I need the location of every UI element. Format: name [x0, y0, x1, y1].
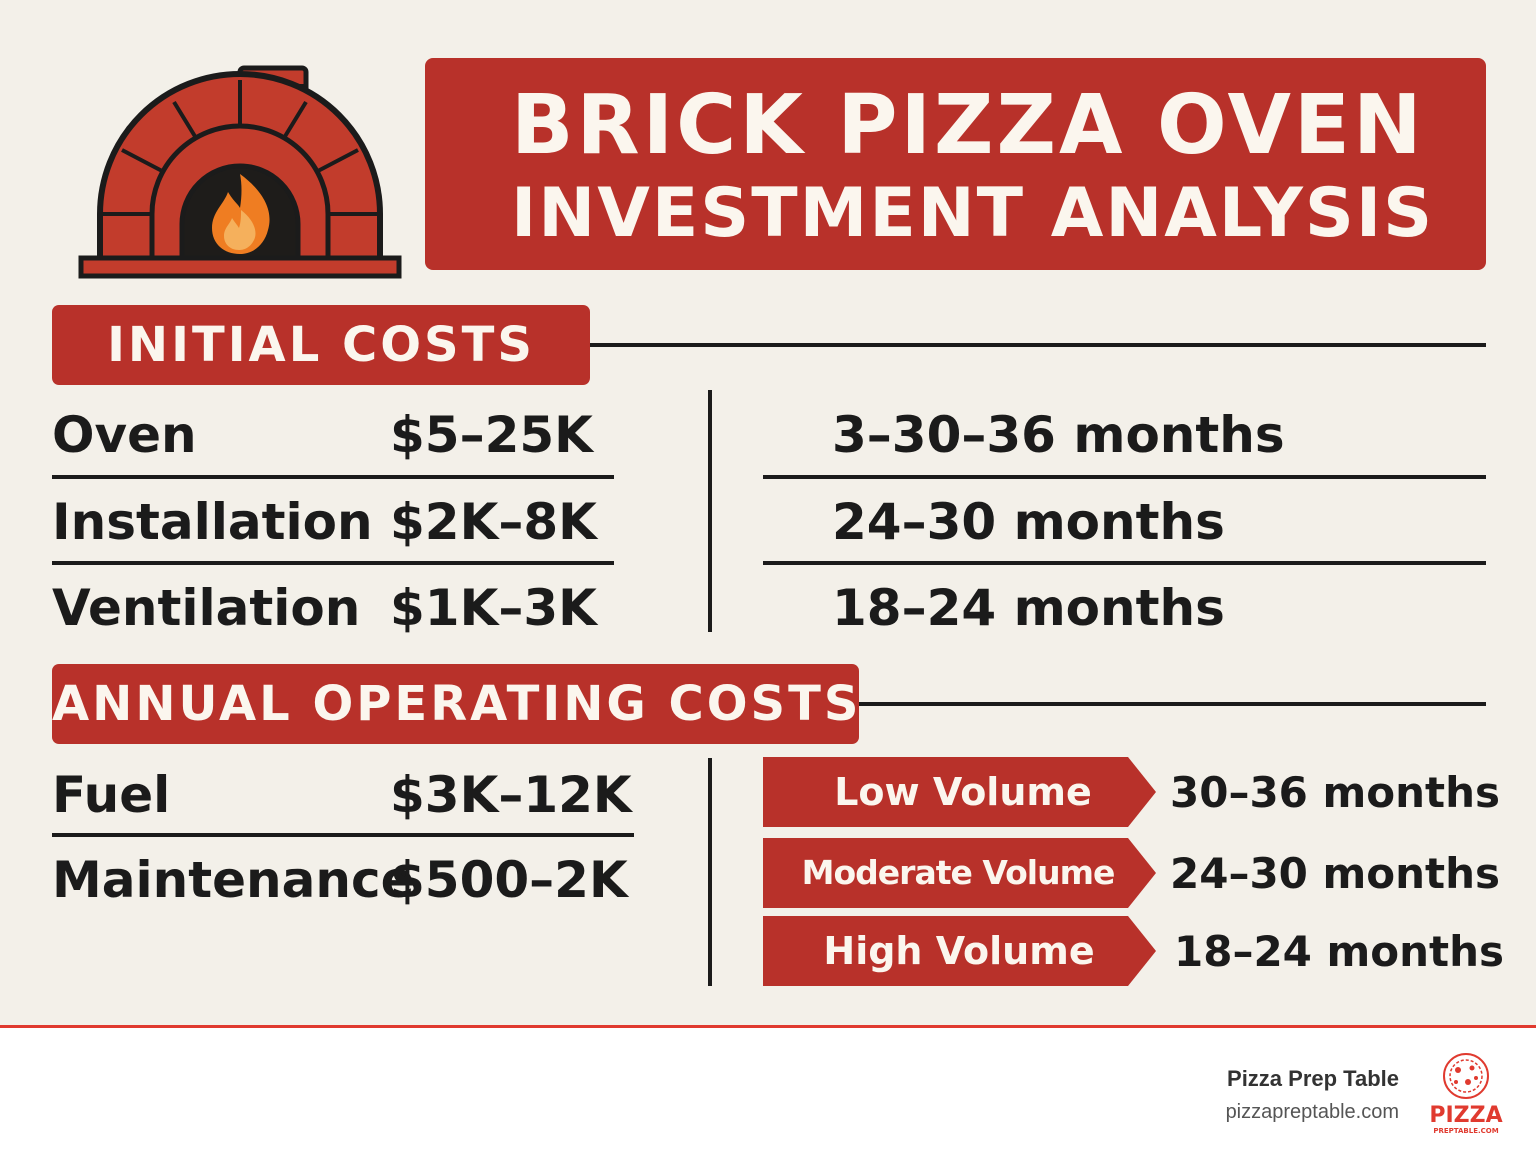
- cost-item-ventilation-value: $1K–3K: [390, 579, 597, 637]
- column-divider: [708, 758, 712, 986]
- footer: Pizza Prep Table pizzapreptable.com PIZZ…: [0, 1025, 1536, 1157]
- logo-word: PIZZA: [1429, 1103, 1502, 1128]
- brand-name: Pizza Prep Table: [1227, 1066, 1399, 1091]
- volume-payback-months: 30–36 months: [1170, 768, 1501, 817]
- volume-tag-label: High Volume: [823, 929, 1095, 973]
- section-divider: [590, 343, 1486, 347]
- payback-period: 3–30–36 months: [832, 406, 1285, 464]
- cost-item-maintenance-label: Maintenance: [52, 851, 415, 909]
- column-divider: [708, 390, 712, 632]
- flame-icon: [212, 174, 270, 254]
- payback-period: 18–24 months: [832, 579, 1225, 637]
- cost-item-installation-value: $2K–8K: [390, 493, 597, 551]
- cost-item-oven-value: $5–25K: [390, 406, 593, 464]
- cost-item-installation-label: Installation: [52, 493, 373, 551]
- page-title: BRICK PIZZA OVEN: [511, 78, 1425, 173]
- payback-period: 24–30 months: [832, 493, 1225, 551]
- cost-item-fuel-label: Fuel: [52, 766, 171, 824]
- page-subtitle: INVESTMENT ANALYSIS: [511, 174, 1435, 253]
- volume-tag-moderate: Moderate Volume: [763, 838, 1156, 908]
- brick-oven-icon: [78, 65, 402, 279]
- volume-tag-label: Moderate Volume: [801, 853, 1116, 892]
- brand-url[interactable]: pizzapreptable.com: [1225, 1101, 1399, 1123]
- infographic: BRICK PIZZA OVEN INVESTMENT ANALYSIS INI…: [52, 58, 1505, 986]
- row-divider: [52, 475, 614, 479]
- volume-payback-months: 18–24 months: [1174, 927, 1505, 976]
- row-divider: [52, 561, 614, 565]
- row-divider: [763, 561, 1486, 565]
- cost-item-fuel-value: $3K–12K: [390, 766, 632, 824]
- volume-tag-low: Low Volume: [763, 757, 1156, 827]
- title-banner: BRICK PIZZA OVEN INVESTMENT ANALYSIS: [425, 58, 1486, 270]
- volume-payback-months: 24–30 months: [1170, 849, 1501, 898]
- logo-subtext: PREPTABLE.COM: [1433, 1127, 1498, 1135]
- volume-tag-high: High Volume: [763, 916, 1156, 986]
- cost-item-maintenance-value: $500–2K: [390, 851, 628, 909]
- section-divider: [859, 702, 1486, 706]
- annual-costs-label: ANNUAL OPERATING COSTS: [52, 664, 859, 744]
- cost-item-oven-label: Oven: [52, 406, 197, 464]
- cost-item-ventilation-label: Ventilation: [52, 579, 361, 637]
- volume-tag-label: Low Volume: [834, 770, 1092, 814]
- initial-costs-label: INITIAL COSTS: [52, 305, 590, 385]
- pizza-logo-icon: PIZZA PREPTABLE.COM: [1429, 1053, 1503, 1135]
- row-divider: [52, 833, 634, 837]
- row-divider: [763, 475, 1486, 479]
